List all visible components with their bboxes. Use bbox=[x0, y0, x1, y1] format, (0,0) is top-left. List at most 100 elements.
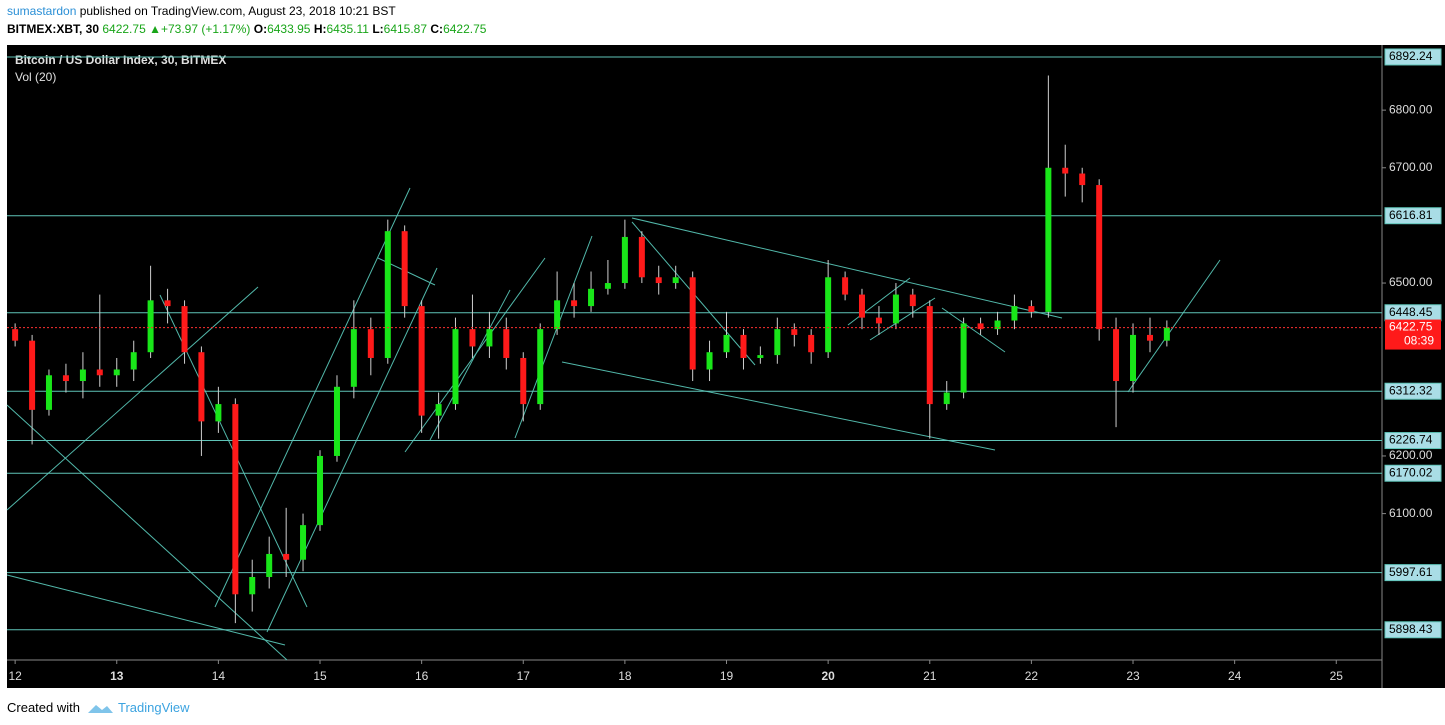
footer-created: Created with bbox=[7, 700, 80, 715]
candle-body bbox=[181, 306, 188, 353]
x-tick-label: 23 bbox=[1126, 669, 1140, 683]
candle-body bbox=[858, 294, 865, 318]
candle-body bbox=[435, 404, 442, 416]
footer-brand: TradingView bbox=[118, 700, 190, 715]
candle-body bbox=[757, 355, 764, 358]
candle-body bbox=[283, 553, 290, 560]
candle-body bbox=[249, 577, 256, 595]
candle-body bbox=[350, 329, 357, 387]
candle-body bbox=[452, 329, 459, 405]
candle-body bbox=[554, 300, 561, 330]
level-label-bg bbox=[1384, 464, 1442, 482]
trendline bbox=[266, 267, 438, 633]
candle-body bbox=[1045, 167, 1052, 312]
ohlc-line: BITMEX:XBT, 30 6422.75 ▲+73.97 (+1.17%) … bbox=[7, 22, 486, 36]
published: published on TradingView.com, August 23,… bbox=[76, 4, 396, 18]
x-tick-label: 16 bbox=[415, 669, 429, 683]
candle-body bbox=[1096, 185, 1103, 330]
candle-body bbox=[367, 329, 374, 358]
x-tick-label: 14 bbox=[212, 669, 226, 683]
c-label: C: bbox=[430, 22, 444, 36]
h: 6435.11 bbox=[326, 22, 369, 36]
logo bbox=[88, 705, 113, 713]
candle-body bbox=[994, 320, 1001, 330]
candle-body bbox=[520, 357, 527, 405]
candle-body bbox=[113, 369, 120, 376]
candle-body bbox=[266, 553, 273, 578]
trendline bbox=[631, 217, 1063, 319]
candle-body bbox=[672, 277, 679, 284]
trendline bbox=[429, 289, 511, 441]
y-tick-label: 6200.00 bbox=[1389, 448, 1433, 462]
candle-body bbox=[943, 392, 950, 405]
h-label: H: bbox=[313, 22, 327, 36]
candle-body bbox=[604, 283, 611, 289]
candle-body bbox=[45, 375, 52, 410]
candle-body bbox=[317, 455, 324, 526]
candle-body bbox=[1079, 173, 1086, 186]
level-label: 6170.02 bbox=[1389, 465, 1433, 479]
candle-body bbox=[621, 236, 628, 284]
candle-body bbox=[147, 300, 154, 353]
author: sumastardon bbox=[7, 4, 77, 18]
chart-bg bbox=[7, 45, 1445, 688]
candle-body bbox=[774, 329, 781, 356]
chart-subtitle: Vol (20) bbox=[15, 70, 56, 84]
candle-body bbox=[825, 277, 832, 353]
level-label-bg bbox=[1384, 564, 1442, 582]
candle-body bbox=[791, 329, 798, 335]
candle-body bbox=[977, 323, 984, 330]
candle-body bbox=[689, 277, 696, 370]
symbol: BITMEX:XBT, 30 bbox=[7, 22, 100, 36]
y-tick-label: 6800.00 bbox=[1389, 102, 1433, 116]
y-tick-label: 6500.00 bbox=[1389, 275, 1433, 289]
candle-body bbox=[1146, 334, 1153, 341]
candle-body bbox=[808, 334, 815, 353]
candle-body bbox=[300, 525, 307, 560]
trendline bbox=[869, 297, 936, 341]
y-tick-label: 6700.00 bbox=[1389, 160, 1433, 174]
candle-body bbox=[384, 231, 391, 358]
candle-body bbox=[1011, 306, 1018, 321]
candle-body bbox=[62, 375, 69, 382]
candle-body bbox=[1062, 167, 1069, 174]
trendline bbox=[6, 404, 288, 661]
o-label: O: bbox=[253, 22, 268, 36]
o: 6433.95 bbox=[267, 22, 311, 36]
x-tick-label: 19 bbox=[720, 669, 734, 683]
trendline bbox=[6, 574, 286, 646]
candle-body bbox=[1028, 306, 1035, 312]
trendline bbox=[941, 307, 1006, 353]
trendline bbox=[1127, 259, 1221, 393]
candle-body bbox=[1163, 327, 1170, 341]
level-label: 6448.45 bbox=[1389, 305, 1433, 319]
candle-body bbox=[842, 277, 849, 295]
x-tick-label: 17 bbox=[517, 669, 531, 683]
change: +73.97 (+1.17%) bbox=[160, 22, 251, 36]
trendline bbox=[847, 277, 911, 326]
level-label: 5898.43 bbox=[1389, 622, 1433, 636]
x-tick-label: 21 bbox=[923, 669, 937, 683]
candle-body bbox=[469, 329, 476, 347]
candle-body bbox=[333, 386, 340, 456]
y-tick-label: 6100.00 bbox=[1389, 506, 1433, 520]
trendline bbox=[514, 235, 593, 439]
level-label-bg bbox=[1384, 207, 1442, 225]
candle-body bbox=[198, 352, 205, 422]
candle-body bbox=[723, 334, 730, 353]
chart-title: Bitcoin / US Dollar Index, 30, BITMEX bbox=[15, 53, 226, 67]
last-price-bg bbox=[1385, 319, 1441, 350]
level-label: 6312.32 bbox=[1389, 383, 1433, 397]
candle-body bbox=[1113, 329, 1120, 382]
candle-body bbox=[537, 329, 544, 405]
candle-body bbox=[401, 231, 408, 307]
candle-body bbox=[706, 352, 713, 370]
candle-body bbox=[909, 294, 916, 307]
l-label: L: bbox=[372, 22, 384, 36]
candle-body bbox=[503, 329, 510, 358]
candle-body bbox=[232, 404, 239, 595]
countdown: 08:39 bbox=[1404, 334, 1434, 348]
candle-body bbox=[215, 404, 222, 422]
x-tick-label: 12 bbox=[8, 669, 22, 683]
